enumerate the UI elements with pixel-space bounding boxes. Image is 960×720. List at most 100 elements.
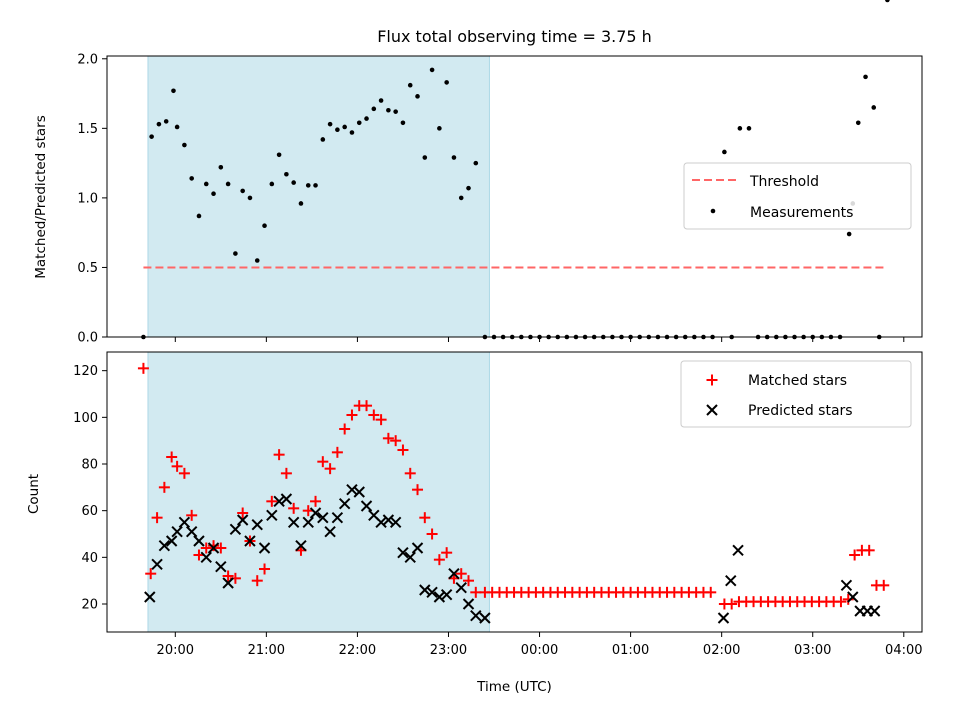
measurement-point [386, 107, 391, 113]
matched-point [137, 362, 149, 374]
predicted-point-b [462, 598, 475, 610]
predicted-point-b [389, 516, 402, 529]
predicted-point-b [382, 514, 395, 526]
matched-point [310, 495, 322, 507]
bottom-legend-box [680, 360, 912, 428]
predicted-point [158, 539, 171, 552]
predicted-point [317, 511, 329, 524]
measurement-point [422, 155, 428, 160]
top-observing-span [147, 55, 490, 338]
predicted-point-b [368, 509, 380, 522]
measurement-point [364, 116, 369, 121]
measurement-point [203, 181, 209, 187]
top-y-tick-label: 0.5 [77, 261, 98, 276]
measurement-point [415, 94, 420, 99]
matched-point [412, 484, 424, 496]
predicted-point [165, 535, 178, 547]
matched-point [455, 568, 467, 580]
predicted-point-b [236, 514, 249, 526]
measurement-point [196, 213, 202, 219]
predicted-point-b [171, 525, 183, 538]
predicted-point [868, 605, 881, 617]
predicted-point [302, 516, 314, 529]
predicted-point-b [193, 535, 205, 547]
measurement-point [163, 119, 169, 124]
predicted-point [353, 486, 365, 498]
matched-point [726, 598, 738, 610]
top-y-tick-label: 2.0 [77, 52, 98, 67]
predicted-point-b [470, 609, 482, 622]
measurement-point [846, 231, 852, 237]
predicted-point [419, 584, 431, 596]
measurement-point [233, 251, 238, 256]
matched-point [222, 570, 234, 582]
bottom-y-tick-label: 60 [81, 504, 98, 519]
matched-point [705, 586, 717, 598]
matched-point [419, 512, 431, 524]
matched-point [273, 449, 285, 461]
predicted-point-b [324, 525, 336, 538]
measurement-point [871, 105, 877, 110]
top-y-tick-label: 1.5 [77, 122, 98, 137]
predicted-point-b [419, 584, 431, 596]
x-tick-label: 03:00 [794, 643, 831, 658]
predicted-point [244, 535, 256, 547]
measurement-point [320, 137, 326, 142]
matched-point [382, 432, 394, 444]
x-tick-label: 21:00 [248, 643, 285, 658]
measurement-point [254, 258, 260, 263]
predicted-point [229, 523, 242, 536]
predicted-point-b [295, 539, 307, 552]
measurement-point [393, 109, 398, 114]
measurement-point [473, 160, 479, 166]
measurement-point [284, 171, 289, 177]
matched-point [151, 512, 163, 524]
predicted-point-b [287, 516, 300, 529]
measurement-point [400, 120, 406, 126]
measurement-point [737, 126, 743, 131]
measurement-point [262, 223, 267, 229]
measurement-point [298, 201, 304, 206]
measurement-point [378, 98, 384, 103]
x-tick-label: 20:00 [157, 643, 194, 658]
matched-point [280, 467, 292, 479]
predicted-point-b [455, 581, 467, 594]
predicted-point [193, 535, 205, 547]
bottom-legend: Matched stars Predicted stars [680, 360, 912, 428]
predicted-point-b [440, 588, 453, 601]
matched-point [397, 444, 409, 456]
matched-point [324, 463, 336, 475]
predicted-point-b [207, 542, 220, 554]
matched-point [166, 451, 178, 463]
predicted-point [455, 581, 467, 594]
predicted-point-b [185, 525, 198, 538]
measurement-point [356, 120, 362, 126]
matched-point [339, 423, 351, 435]
predicted-point [433, 591, 446, 603]
predicted-point-b [840, 579, 853, 592]
predicted-point [440, 588, 453, 601]
measurement-point [429, 67, 435, 73]
matched-point [361, 400, 373, 412]
measurement-point [174, 124, 180, 130]
predicted-point [389, 516, 402, 529]
predicted-point-b [200, 551, 212, 564]
predicted-point-b [229, 523, 242, 536]
matched-point [178, 467, 190, 479]
predicted-point [171, 525, 183, 538]
measurement-point [276, 152, 282, 158]
predicted-point [309, 507, 322, 519]
x-tick-label: 01:00 [612, 643, 649, 658]
matched-point [237, 507, 249, 519]
measurement-point [225, 181, 231, 187]
predicted-point [151, 558, 163, 571]
predicted-point [479, 612, 491, 624]
top-y-axis-label: Matched/Predicted stars [33, 115, 49, 278]
matched-point [404, 467, 416, 479]
bottom-y-axis-label: Count [26, 474, 42, 514]
measurement-point [349, 130, 355, 135]
predicted-point-b [448, 567, 460, 580]
matched-point [463, 575, 475, 587]
predicted-point [717, 612, 730, 624]
